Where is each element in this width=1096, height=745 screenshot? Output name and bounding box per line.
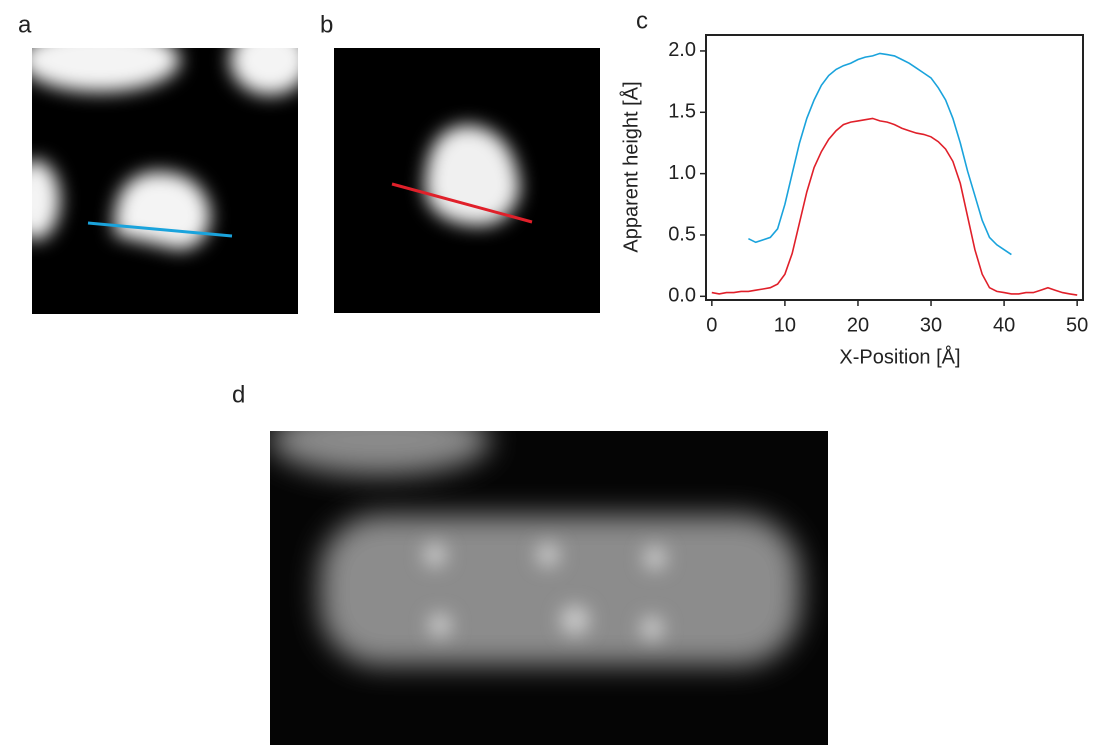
panel-label: d: [232, 381, 245, 408]
stm-image-b: [334, 48, 600, 313]
y-tick-label: 1.0: [668, 162, 696, 184]
x-tick-label: 20: [847, 314, 869, 336]
data-line: [711, 117, 1078, 296]
x-tick-label: 0: [706, 314, 717, 336]
x-tick-label: 40: [993, 314, 1015, 336]
y-tick-label: 2.0: [668, 39, 696, 61]
x-tick-label: 30: [920, 314, 942, 336]
y-tick-label: 0.0: [668, 285, 696, 307]
y-tick-label: 1.5: [668, 101, 696, 123]
panel-label: b: [320, 11, 333, 38]
panel-label: a: [18, 11, 32, 38]
stm-image-a: [32, 48, 298, 314]
y-tick-label: 0.5: [668, 223, 696, 245]
stm-image-d: [270, 431, 828, 745]
x-tick-label: 10: [774, 314, 796, 336]
x-axis-label: X-Position [Å]: [839, 345, 960, 368]
y-axis-label: Apparent height [Å]: [619, 81, 642, 252]
data-line: [748, 52, 1012, 256]
x-tick-label: 50: [1066, 314, 1088, 336]
panel-label: c: [636, 7, 648, 34]
plot-frame: [705, 34, 1084, 301]
